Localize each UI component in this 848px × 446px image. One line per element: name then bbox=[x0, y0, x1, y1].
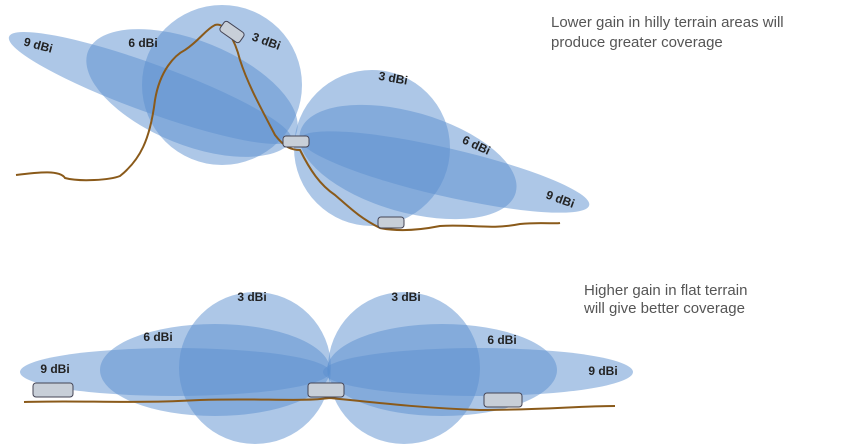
vehicles bbox=[32, 382, 523, 408]
lobe-label: 9 dBi bbox=[588, 364, 617, 378]
caption: Higher gain in flat terrain bbox=[584, 282, 747, 299]
lobe-label: 6 dBi bbox=[143, 330, 172, 344]
caption: will give better coverage bbox=[583, 300, 745, 317]
caption: Lower gain in hilly terrain areas will bbox=[551, 14, 784, 31]
lobe-label: 6 dBi bbox=[487, 333, 516, 347]
lobe-label: 6 dBi bbox=[128, 36, 157, 50]
vehicle bbox=[377, 216, 405, 229]
lobe bbox=[179, 292, 331, 444]
vehicle bbox=[282, 135, 310, 148]
vehicles bbox=[219, 20, 405, 229]
vehicle bbox=[307, 382, 345, 398]
lobe-label: 9 dBi bbox=[40, 362, 69, 376]
vehicle bbox=[32, 382, 74, 398]
terrain bbox=[23, 396, 616, 412]
lobe-label: 3 dBi bbox=[391, 290, 420, 304]
lobe bbox=[300, 131, 590, 213]
lobe-label: 3 dBi bbox=[237, 290, 266, 304]
caption: produce greater coverage bbox=[551, 34, 723, 51]
lobe bbox=[142, 5, 302, 165]
top-lobes bbox=[8, 5, 590, 226]
terrain bbox=[15, 23, 561, 232]
vehicle bbox=[483, 392, 523, 408]
vehicle bbox=[219, 20, 245, 44]
bottom-lobes bbox=[20, 292, 633, 444]
lobe bbox=[323, 348, 633, 396]
lobe-label: 3 dBi bbox=[377, 69, 408, 88]
